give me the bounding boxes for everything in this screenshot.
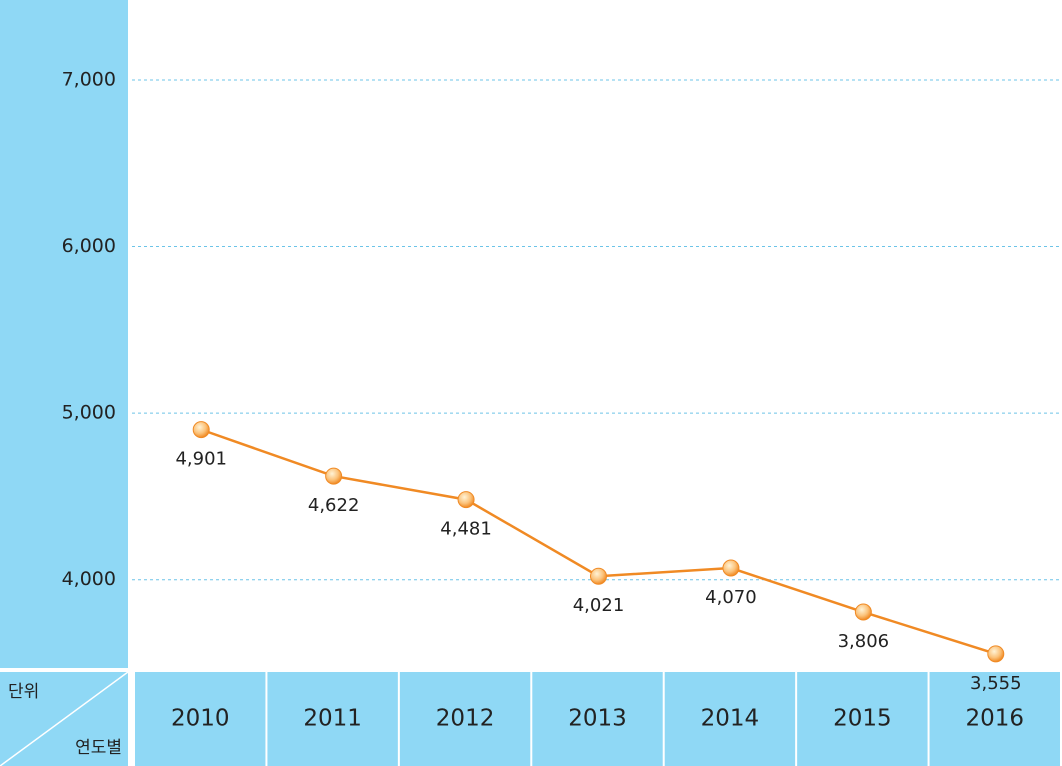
data-label: 4,070: [705, 587, 757, 608]
point: [855, 604, 871, 620]
x-tick-label: 2015: [833, 706, 892, 732]
line: [201, 430, 996, 654]
data-label: 4,901: [175, 449, 227, 470]
data-label: 3,806: [838, 631, 890, 652]
point: [723, 560, 739, 576]
y-tick-label: 4,000: [62, 568, 116, 590]
point: [193, 422, 209, 438]
x-tick-label: 2010: [171, 706, 230, 732]
x-tick-label: 2013: [568, 706, 627, 732]
data-label: 4,021: [573, 595, 625, 616]
point: [458, 492, 474, 508]
point: [591, 568, 607, 584]
x-tick-label: 2014: [701, 706, 760, 732]
data-label: 4,622: [308, 495, 360, 516]
y-tick-label: 7,000: [62, 68, 116, 90]
x-tick-label: 2012: [436, 706, 495, 732]
x-tick-label: 2016: [966, 706, 1025, 732]
y-tick-label: 6,000: [62, 235, 116, 257]
point: [988, 646, 1004, 662]
corner-bottom: 연도별: [75, 738, 122, 758]
data-label: 4,481: [440, 519, 492, 540]
corner-top: 단위: [8, 682, 39, 702]
data-label: 3,555: [970, 673, 1022, 694]
chart: 단위 연도별 4,000 5,000 6,000 7,000 2010 2011 2012 2…: [0, 0, 1062, 766]
point: [326, 468, 342, 484]
y-tick-label: 5,000: [62, 402, 116, 424]
x-tick-label: 2011: [303, 706, 362, 732]
